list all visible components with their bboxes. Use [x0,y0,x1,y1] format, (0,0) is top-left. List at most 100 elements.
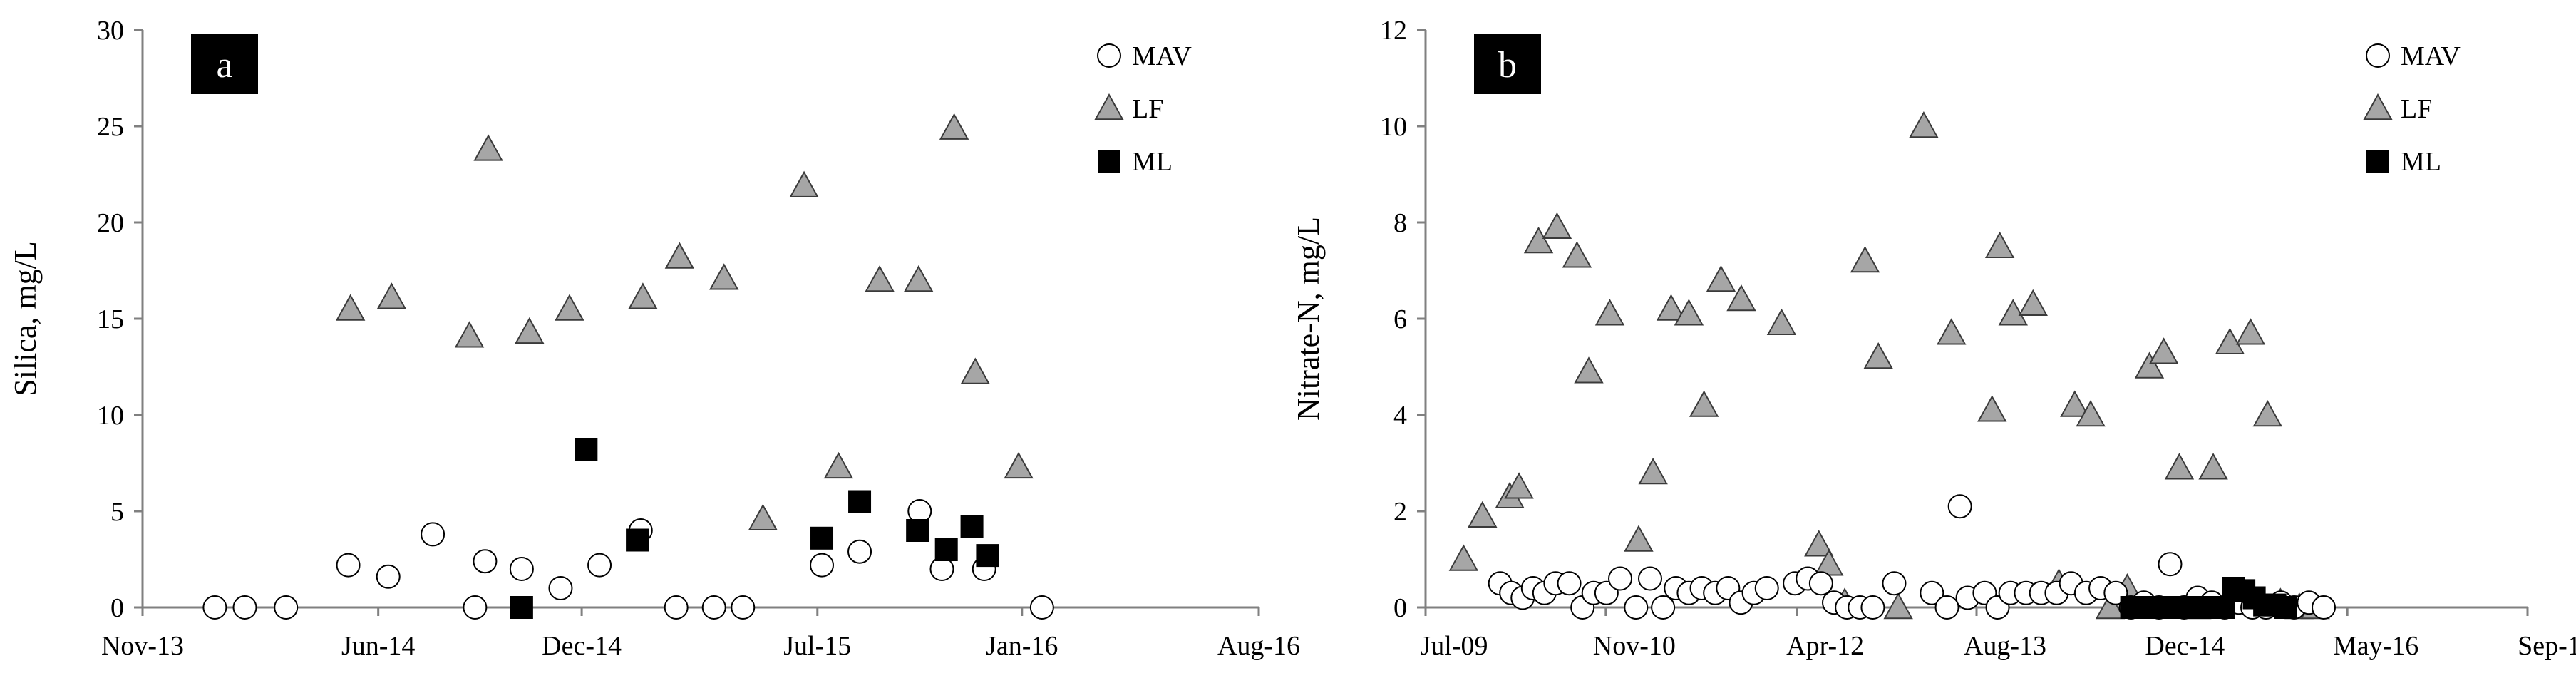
data-point [274,595,299,620]
legend-label: ML [2401,147,2441,177]
x-tick-label: Nov-13 [101,631,184,661]
y-tick-label: 6 [1393,304,1407,334]
data-point [336,553,361,578]
data-point [2235,318,2266,345]
data-point [454,321,485,348]
data-point [509,557,534,581]
data-point [2164,453,2195,480]
legend-marker [1098,150,1120,173]
series-lf [1448,111,2330,620]
chart-panel-b: 0 2 4 6 8 10 12 Jul-09 Nov-10 Apr-12 Aug-13 Dec-14 M… [1291,16,2576,661]
data-point [2076,399,2106,427]
data-point [2134,351,2165,379]
data-point [1004,451,1034,479]
data-point [1766,308,1797,335]
x-tick-label: Dec-14 [2145,631,2225,661]
data-point [1883,592,1913,620]
data-point [1624,525,1654,552]
y-tick-label: 30 [97,16,124,46]
data-point [976,544,999,568]
data-point [810,553,835,578]
data-point [2215,327,2245,354]
data-point [1468,500,1498,528]
y-axis-label: Nitrate-N, mg/L [1291,217,1326,421]
data-point [2060,390,2090,417]
data-point [1557,571,1582,596]
series-ml [2120,577,2297,619]
data-point [1638,566,1663,591]
data-point [376,282,407,309]
data-point [2198,453,2228,480]
data-point [2018,289,2048,316]
data-point [376,564,401,589]
data-point [2158,552,2183,577]
data-point [626,528,649,552]
data-point [664,242,695,269]
data-point [1863,342,1893,369]
legend-marker [2366,150,2389,173]
data-point [1574,356,1604,384]
data-point [1860,595,1885,620]
data-point [555,294,584,321]
x-tick-label: Apr-12 [1786,631,1864,661]
x-tick-label: May-16 [2333,631,2418,661]
x-tick-label: Jan-16 [986,631,1058,661]
y-axis-label: Silica, mg/L [8,241,43,396]
data-point [1504,472,1534,499]
data-point [1920,580,1944,605]
data-point [1542,212,1572,239]
panel-label-box [1474,34,1541,94]
data-point [823,451,854,479]
data-point [1934,595,1959,620]
legend-label: ML [1132,147,1173,177]
x-tick-label: Jun-14 [341,631,415,661]
data-point [548,576,573,600]
data-point [421,522,445,547]
data-point [1608,566,1633,591]
data-point [789,170,819,197]
y-tick-label: 12 [1380,16,1407,46]
data-point [731,595,756,620]
y-tick-label: 10 [1380,112,1407,142]
x-tick-label: Dec-14 [542,631,622,661]
data-point [2274,596,2297,619]
y-tick-label: 15 [97,304,124,334]
data-point [810,526,834,550]
data-point [2095,592,2126,620]
x-tick-label: Nov-10 [1593,631,1676,661]
x-tick-label: Jul-15 [783,631,851,661]
data-point [1984,231,2015,258]
x-tick-label: Jul-09 [1421,631,1488,661]
data-point [1998,299,2028,326]
series-mav [202,499,1054,620]
data-point [1562,241,1592,268]
data-point [847,539,872,564]
data-point [748,503,778,530]
data-point [1850,245,1880,273]
legend-label: LF [1132,94,1163,124]
data-point [1726,284,1756,312]
data-point [1674,299,1704,326]
data-point [1947,494,1972,519]
data-point [1804,530,1834,557]
x-tick-label: Aug-13 [1964,631,2046,661]
data-point [1638,457,1668,485]
legend-label: MAV [1132,41,1192,71]
data-point [575,438,598,461]
data-point [1029,595,1054,620]
data-point [2252,399,2282,427]
data-point [2148,337,2179,364]
legend-marker [1094,93,1124,120]
data-point [934,538,958,561]
panel-label: b [1498,45,1517,86]
data-point [473,134,503,161]
data-point [1808,571,1833,596]
data-point [904,265,934,292]
data-point [1523,226,1554,254]
legend-label: MAV [2401,41,2461,71]
y-tick-label: 4 [1393,401,1407,431]
data-point [1689,390,1719,417]
data-point [510,596,533,619]
legend-marker [2363,93,2393,120]
